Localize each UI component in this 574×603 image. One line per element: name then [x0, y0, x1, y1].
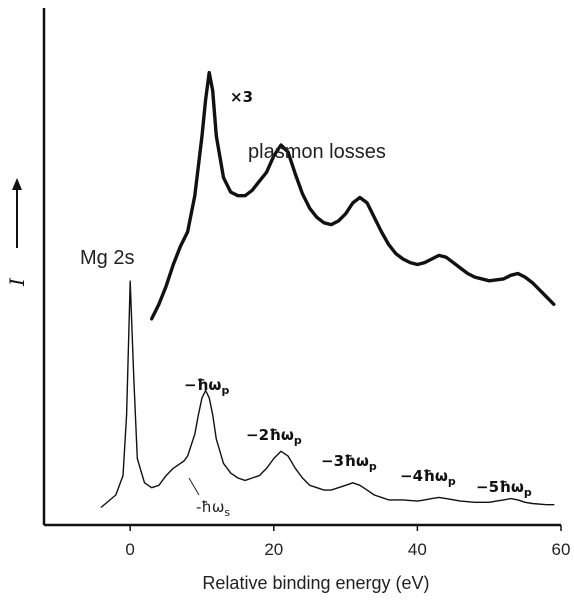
curves: [100, 70, 556, 508]
plasmon-2-label: −2ħωp: [246, 426, 302, 447]
plasmon-losses-label: plasmon losses: [248, 141, 386, 163]
plasmon-1-label: −ħωp: [184, 376, 229, 397]
plasmon-5-label: −5ħωp: [476, 478, 532, 499]
x-tick-label: 20: [264, 540, 283, 559]
x-axis-title: Relative binding energy (eV): [202, 573, 429, 593]
ticks: 0 20 40 60: [125, 525, 570, 559]
scale-x3-label: ×3: [230, 88, 253, 106]
mg2s-label: Mg 2s: [80, 247, 134, 269]
y-axis-label-group: I: [5, 178, 29, 287]
y-axis-arrowhead-icon: [12, 178, 22, 190]
surface-plasmon-label: -ħωs: [196, 498, 230, 519]
y-axis-label: I: [5, 277, 29, 287]
x-tick-label: 0: [125, 540, 134, 559]
x-tick-label: 60: [552, 540, 571, 559]
plasmon-4-label: −4ħωp: [400, 467, 456, 488]
lower-spectrum-line: [100, 280, 555, 508]
plasmon-3-label: −3ħωp: [321, 452, 377, 473]
x-tick-label: 40: [408, 540, 427, 559]
surface-plasmon-leader-line: [188, 477, 200, 496]
upper-spectrum-x3-line: [150, 70, 556, 321]
